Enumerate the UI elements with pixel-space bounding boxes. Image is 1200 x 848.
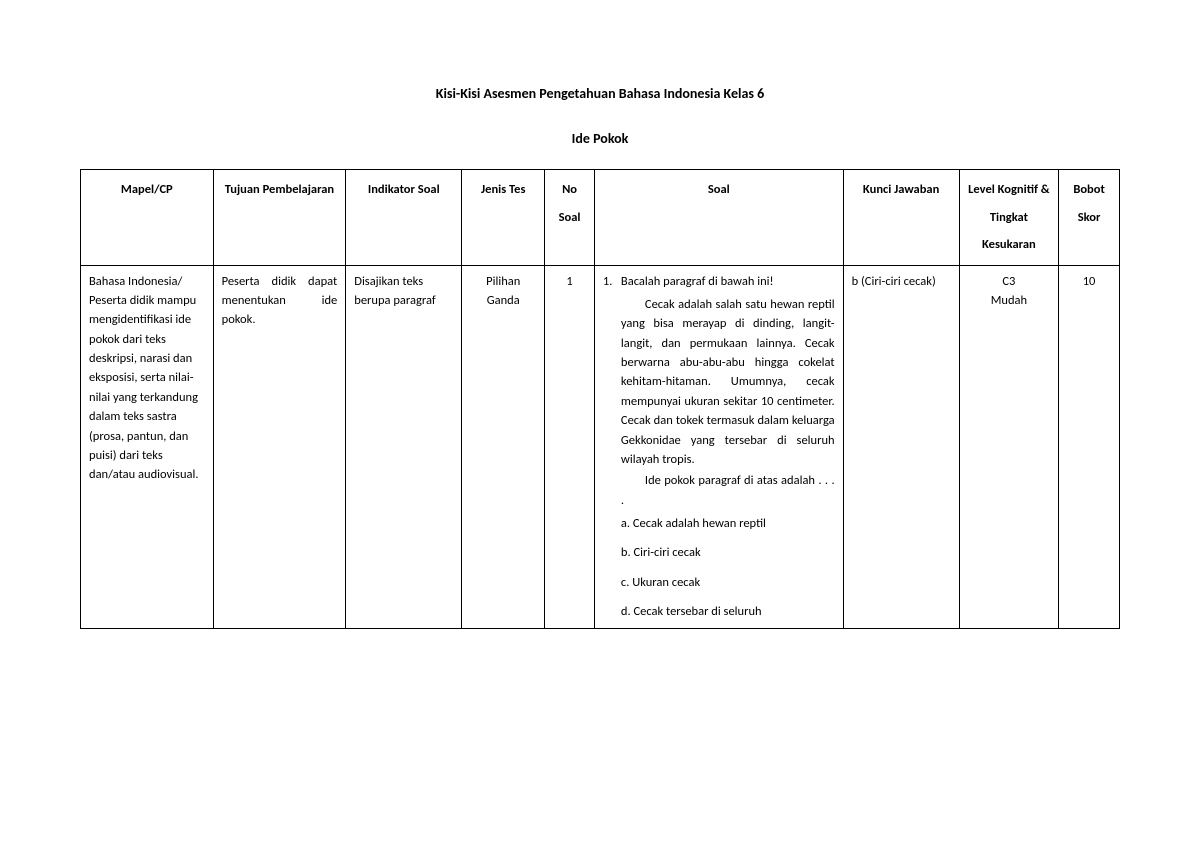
page-subtitle: Ide Pokok xyxy=(80,130,1120,147)
soal-pertanyaan: Ide pokok paragraf di atas adalah . . . … xyxy=(621,471,835,510)
cell-kunci: b (Ciri-ciri cecak) xyxy=(843,265,959,628)
table-row: Bahasa Indonesia/ Peserta didik mampu me… xyxy=(81,265,1120,628)
level-code: C3 xyxy=(968,272,1050,291)
th-no: No Soal xyxy=(545,170,595,266)
th-bobot: Bobot Skor xyxy=(1059,170,1120,266)
th-jenis: Jenis Tes xyxy=(462,170,545,266)
cell-jenis: Pilihan Ganda xyxy=(462,265,545,628)
soal-opsi-a: a. Cecak adalah hewan reptil xyxy=(621,514,835,533)
soal-opsi-b: b. Ciri-ciri cecak xyxy=(621,543,835,562)
cell-tujuan: Peserta didik dapat menentukan ide pokok… xyxy=(213,265,346,628)
th-kunci: Kunci Jawaban xyxy=(843,170,959,266)
th-soal: Soal xyxy=(594,170,843,266)
soal-opsi-d: d. Cecak tersebar di seluruh xyxy=(621,602,835,621)
soal-paragraf: Cecak adalah salah satu hewan reptil yan… xyxy=(621,295,835,469)
soal-instruksi: Bacalah paragraf di bawah ini! xyxy=(621,272,835,291)
th-level: Level Kognitif & Tingkat Kesukaran xyxy=(959,170,1058,266)
cell-indikator: Disajikan teks berupa paragraf xyxy=(346,265,462,628)
level-diff: Mudah xyxy=(968,291,1050,310)
cell-soal: 1. Bacalah paragraf di bawah ini! Cecak … xyxy=(594,265,843,628)
cell-bobot: 10 xyxy=(1059,265,1120,628)
soal-opsi-c: c. Ukuran cecak xyxy=(621,573,835,592)
th-tujuan: Tujuan Pembelajaran xyxy=(213,170,346,266)
kisi-table: Mapel/CP Tujuan Pembelajaran Indikator S… xyxy=(80,169,1120,629)
th-indikator: Indikator Soal xyxy=(346,170,462,266)
th-mapel: Mapel/CP xyxy=(81,170,214,266)
cell-mapel: Bahasa Indonesia/ Peserta didik mampu me… xyxy=(81,265,214,628)
cell-no: 1 xyxy=(545,265,595,628)
cell-level: C3 Mudah xyxy=(959,265,1058,628)
page-title: Kisi-Kisi Asesmen Pengetahuan Bahasa Ind… xyxy=(80,85,1120,102)
table-header-row: Mapel/CP Tujuan Pembelajaran Indikator S… xyxy=(81,170,1120,266)
soal-number: 1. xyxy=(603,272,621,622)
